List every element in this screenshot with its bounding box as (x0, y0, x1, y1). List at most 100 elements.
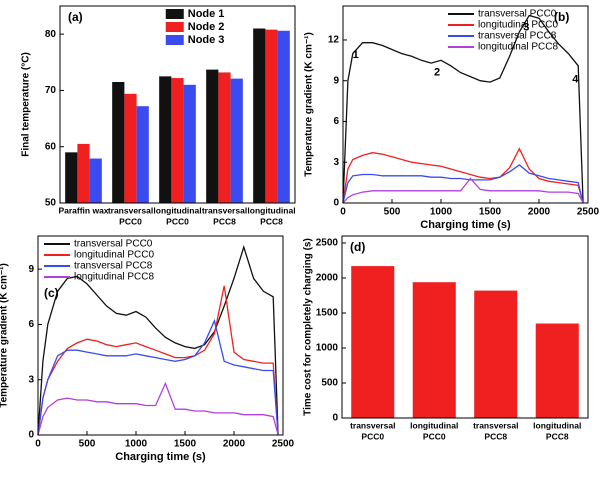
y-tick-label: 9 (333, 75, 339, 86)
x-tick-label: PCC0 (423, 431, 446, 441)
y-axis-label: Time cost for completely charging (s) (303, 238, 314, 416)
bar (159, 76, 172, 203)
x-tick-label: 2000 (528, 207, 551, 218)
x-tick-label: PCC8 (213, 216, 236, 226)
annotation: 4 (572, 73, 579, 85)
bar (124, 93, 137, 203)
x-tick-label: transversal (350, 420, 395, 430)
x-tick-label: 2500 (577, 207, 600, 218)
bar (89, 158, 102, 203)
plot-frame (37, 235, 284, 436)
y-tick-label: 3 (28, 374, 34, 385)
bar (136, 106, 149, 203)
x-tick-label: transversal (202, 205, 247, 215)
y-tick-label: 0 (332, 413, 338, 424)
panel-label: (a) (68, 10, 83, 24)
x-tick-label: PCC0 (166, 216, 189, 226)
legend-label: transversal PCC0 (74, 239, 153, 250)
y-tick-label: 80 (45, 29, 57, 40)
annotation: 2 (434, 66, 440, 78)
bar (112, 81, 125, 203)
bar (351, 266, 395, 418)
bar (230, 78, 243, 203)
x-axis-label: Charging time (s) (115, 451, 206, 463)
x-tick-label: longitudinal (533, 420, 581, 430)
plot-frame (342, 5, 589, 204)
line (342, 177, 584, 204)
plot-frame (59, 5, 296, 204)
x-tick-label: PCC8 (260, 216, 283, 226)
y-tick-label: 60 (45, 141, 57, 152)
bar (206, 69, 219, 203)
legend-label: longitudinal PCC8 (478, 42, 558, 53)
legend-label: transversal PCC0 (478, 9, 557, 20)
line (342, 164, 584, 204)
y-tick-label: 0 (28, 430, 34, 441)
bar (277, 30, 290, 203)
line (37, 318, 279, 436)
legend-label: Node 1 (188, 8, 225, 20)
legend-label: Node 2 (188, 21, 225, 33)
x-tick-label: transversal (108, 205, 153, 215)
bar (218, 72, 231, 203)
x-tick-label: 1000 (125, 439, 148, 450)
legend-swatch (165, 9, 184, 19)
line (37, 381, 279, 436)
x-tick-label: 1000 (430, 207, 453, 218)
y-tick-label: 6 (333, 116, 339, 127)
x-axis-label: Charging time (s) (420, 219, 511, 231)
bar (253, 28, 266, 204)
annotation: 1 (353, 49, 359, 61)
x-tick-label: longitudinal (247, 205, 295, 215)
bar (171, 78, 184, 203)
plot-frame (341, 235, 589, 419)
x-tick-label: Paraffin wax (58, 205, 108, 215)
x-tick-label: 2500 (272, 439, 295, 450)
x-tick-label: 0 (340, 207, 346, 218)
bar (65, 152, 78, 203)
bar (535, 323, 579, 418)
y-tick-label: 70 (45, 85, 57, 96)
y-tick-label: 9 (28, 264, 34, 275)
x-tick-label: transversal (473, 420, 518, 430)
y-axis-label: Final temperature (°C) (21, 52, 32, 157)
bar (474, 290, 518, 418)
legend-label: longitudinal PCC8 (74, 272, 154, 283)
legend-swatch (165, 35, 184, 45)
x-tick-label: PCC0 (361, 431, 384, 441)
y-tick-label: 2000 (316, 273, 339, 284)
x-tick-label: longitudinal (410, 420, 458, 430)
y-tick-label: 0 (333, 198, 339, 209)
bar (183, 84, 196, 203)
x-tick-label: 500 (384, 207, 401, 218)
y-tick-label: 12 (328, 35, 340, 46)
y-tick-label: 1500 (316, 308, 339, 319)
bar (412, 282, 456, 418)
y-tick-label: 2500 (316, 238, 339, 249)
line (342, 14, 584, 204)
annotation: 3 (523, 22, 529, 34)
line (342, 147, 584, 204)
panel-label: (b) (554, 10, 569, 24)
legend-swatch (165, 22, 184, 32)
legend-label: longitudinal PCC0 (478, 20, 558, 31)
line (37, 285, 279, 436)
legend-label: transversal PCC8 (478, 31, 557, 42)
legend-label: Node 3 (188, 34, 225, 46)
y-tick-label: 500 (321, 378, 338, 389)
y-tick-label: 3 (333, 157, 339, 168)
bar (265, 29, 278, 203)
y-axis-label: Temperature gradient (K cm⁻¹) (304, 32, 315, 177)
x-tick-label: PCC8 (484, 431, 507, 441)
x-tick-label: 500 (79, 439, 96, 450)
x-tick-label: 1500 (174, 439, 197, 450)
x-tick-label: PCC0 (119, 216, 142, 226)
y-axis-label: Temperature gradient (K cm⁻¹) (0, 263, 10, 408)
y-tick-label: 50 (45, 198, 57, 209)
line (37, 244, 279, 436)
x-tick-label: 0 (35, 439, 41, 450)
x-tick-label: longitudinal (153, 205, 201, 215)
y-tick-label: 1000 (316, 343, 339, 354)
x-tick-label: PCC8 (546, 431, 569, 441)
